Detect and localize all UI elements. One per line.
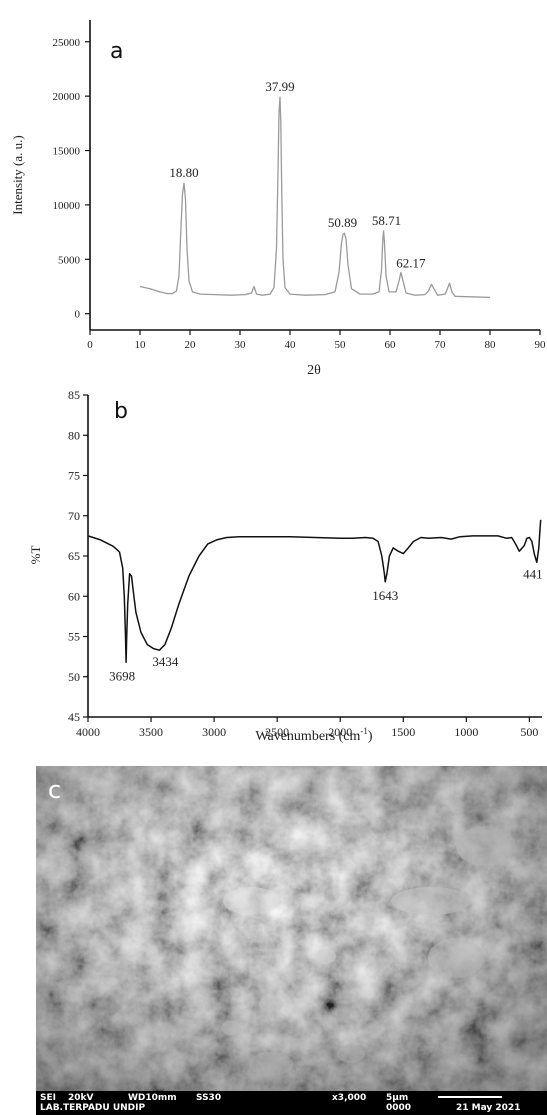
xrd-chart: a 0 10 20 30 40 50 60 70 80 90 0 5000 10000 15000 2000… — [10, 20, 547, 378]
xrd-x-tick-label: 20 — [185, 339, 197, 351]
xrd-x-tick-label: 90 — [535, 339, 547, 351]
ftir-peak-label: 1643 — [372, 588, 398, 603]
ftir-x-tick-label: 1000 — [454, 725, 478, 739]
sem-scale-value: 5μm — [386, 1093, 409, 1103]
xrd-peak-label: 50.89 — [328, 215, 357, 230]
xrd-peak-label: 37.99 — [265, 79, 294, 94]
xrd-x-tick-label: 30 — [235, 339, 247, 351]
sem-lab-name: LAB.TERPADU UNDIP — [40, 1103, 146, 1113]
ftir-x-tick-label: 1500 — [391, 725, 415, 739]
sem-magnification: x3,000 — [332, 1093, 367, 1103]
xrd-x-tick-label: 70 — [435, 339, 447, 351]
ftir-x-tick-label: 2000 — [328, 725, 352, 739]
ftir-y-tick-label: 45 — [68, 710, 80, 724]
xrd-y-tick-label: 20000 — [53, 91, 81, 103]
sem-scale-bar — [438, 1096, 502, 1098]
ftir-spectrum — [87, 519, 542, 664]
sem-micrograph: c SEI 20kV WD10mm SS30 x3,000 5μm LAB.TE… — [36, 766, 547, 1115]
panel-label-c: c — [48, 776, 62, 804]
sem-spot-size: SS30 — [196, 1093, 222, 1103]
xrd-y-tick-label: 10000 — [53, 200, 81, 212]
xrd-y-axis-label: Intensity (a. u.) — [10, 135, 25, 214]
ftir-x-tick-label: 4000 — [76, 725, 100, 739]
xrd-x-tick-label: 0 — [87, 339, 93, 351]
xrd-y-tick-label: 15000 — [53, 146, 81, 158]
ftir-y-tick-label: 55 — [68, 630, 80, 644]
xrd-peak-label: 18.80 — [169, 165, 198, 180]
xrd-x-tick-label: 60 — [385, 339, 397, 351]
xrd-x-tick-label: 50 — [335, 339, 347, 351]
ftir-x-tick-label: 2500 — [265, 725, 289, 739]
sem-info-bar: SEI 20kV WD10mm SS30 x3,000 5μm LAB.TERP… — [36, 1091, 547, 1115]
xrd-x-tick-label: 40 — [285, 339, 297, 351]
sem-date: 21 May 2021 — [456, 1103, 521, 1113]
ftir-series-line — [87, 519, 542, 664]
ftir-peak-labels: 3698 3434 1643 441 — [109, 566, 542, 683]
ftir-y-axis-label: %T — [28, 546, 43, 565]
xrd-peak-label: 62.17 — [396, 255, 426, 270]
ftir-x-axis-label: Wavenumbers (cm-1) — [255, 726, 373, 744]
ftir-y-tick-label: 50 — [68, 670, 80, 684]
xrd-peak-labels: 18.80 37.99 50.89 58.71 62.17 — [169, 79, 426, 270]
xrd-y-tick-label: 25000 — [53, 37, 81, 49]
ftir-y-tick-label: 80 — [68, 428, 80, 442]
sem-working-distance: WD10mm — [128, 1093, 177, 1103]
ftir-peak-label: 441 — [523, 566, 543, 581]
ftir-peak-label: 3434 — [152, 654, 179, 669]
panel-label-a: a — [110, 39, 123, 64]
xrd-axes: 0 10 20 30 40 50 60 70 80 90 0 5000 10000 15000 20000 2… — [53, 20, 547, 351]
xrd-y-tick-label: 0 — [75, 309, 81, 321]
xrd-x-tick-label: 80 — [485, 339, 497, 351]
ftir-x-tick-label: 3000 — [202, 725, 226, 739]
ftir-y-tick-label: 60 — [68, 589, 80, 603]
xrd-x-tick-label: 10 — [135, 339, 147, 351]
ftir-y-tick-label: 65 — [68, 549, 80, 563]
sem-surface-texture — [36, 766, 547, 1091]
xrd-peak-label: 58.71 — [372, 213, 401, 228]
xrd-pattern — [139, 96, 491, 299]
ftir-y-tick-label: 75 — [68, 469, 80, 483]
ftir-axes: 4000 3500 3000 2500 2000 1500 1000 500 45 50 55 60 6… — [68, 388, 542, 739]
sem-voltage: 20kV — [68, 1093, 94, 1103]
ftir-x-tick-label: 3500 — [139, 725, 163, 739]
ftir-y-tick-label: 85 — [68, 388, 80, 402]
xrd-y-tick-label: 5000 — [58, 254, 81, 266]
sem-image-number: 0000 — [386, 1103, 412, 1113]
ftir-x-tick-label: 500 — [520, 725, 538, 739]
ftir-chart: b 4000 3500 3000 2500 2000 1500 1000 500 45 50 55 6… — [28, 388, 543, 744]
panel-label-b: b — [114, 399, 128, 424]
sem-detector: SEI — [40, 1093, 56, 1103]
xrd-series-line — [139, 96, 491, 299]
xrd-x-axis-label: 2θ — [307, 363, 321, 378]
ftir-y-tick-label: 70 — [68, 509, 80, 523]
ftir-peak-label: 3698 — [109, 668, 135, 683]
